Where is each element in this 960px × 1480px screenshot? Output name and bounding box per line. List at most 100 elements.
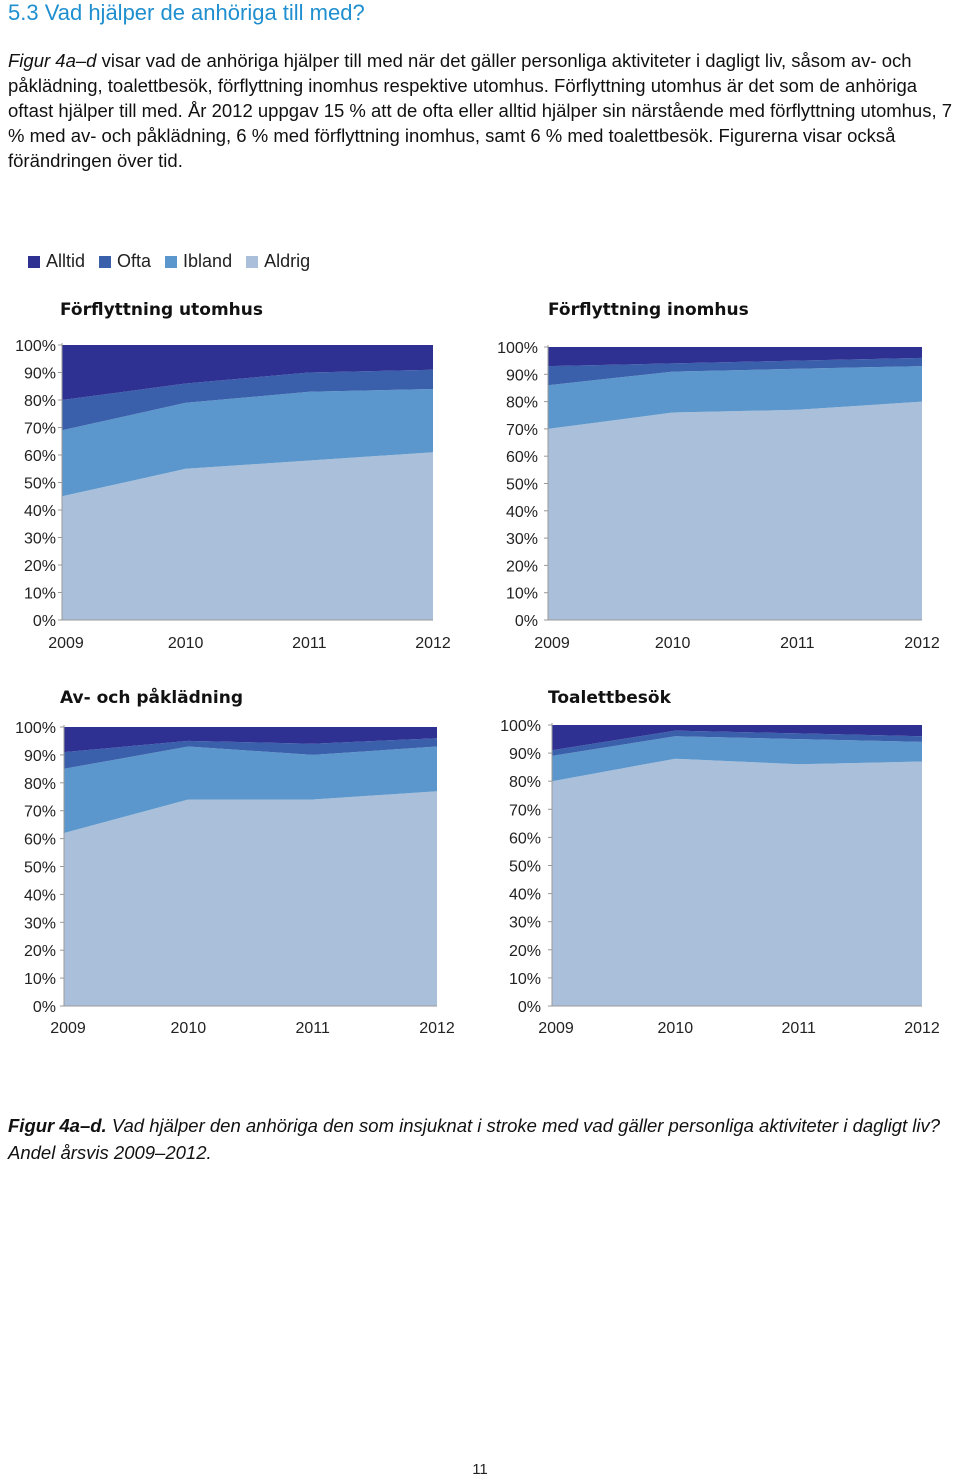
y-tick-label: 60% <box>24 448 56 465</box>
y-tick-label: 20% <box>506 558 538 575</box>
y-tick-label: 60% <box>24 832 56 849</box>
y-tick-label: 70% <box>24 421 56 438</box>
y-tick-label: 50% <box>509 859 541 876</box>
y-tick-label: 80% <box>24 776 56 793</box>
y-tick-label: 50% <box>506 477 538 494</box>
x-tick-label: 2012 <box>904 1020 940 1037</box>
y-tick-label: 0% <box>518 999 541 1016</box>
chart-toalettbesok: Toalettbesök 0% 10% 20% 30% 40% 50% 60% 70% 80% 90… <box>500 688 940 1037</box>
intro-text: visar vad de anhöriga hjälper till med n… <box>8 50 953 171</box>
intro-figure-reference: Figur 4a–d <box>8 50 97 71</box>
y-tick-label: 80% <box>509 774 541 791</box>
area-series-alltid <box>552 725 922 751</box>
legend-item-aldrig: Aldrig <box>246 251 310 272</box>
x-tick-label: 2009 <box>534 635 570 652</box>
x-tick-label: 2012 <box>415 635 451 652</box>
area-series-aldrig <box>64 791 437 1006</box>
y-tick-label: 80% <box>506 395 538 412</box>
legend-label-alltid: Alltid <box>46 251 86 271</box>
figure-caption: Figur 4a–d. Vad hjälper den anhöriga den… <box>8 1112 948 1166</box>
x-tick-label: 2010 <box>171 1020 207 1037</box>
x-tick-label: 2012 <box>904 635 940 652</box>
y-tick-label: 10% <box>509 971 541 988</box>
legend-swatch-aldrig <box>246 255 259 268</box>
y-tick-label: 90% <box>24 366 56 383</box>
legend-swatch-ofta <box>99 255 112 268</box>
intro-paragraph: Figur 4a–d visar vad de anhöriga hjälper… <box>8 48 953 173</box>
y-tick-label: 20% <box>24 558 56 575</box>
area-series-ibland <box>64 746 437 833</box>
area-series-ofta <box>548 357 922 386</box>
y-tick-label: 0% <box>33 999 56 1016</box>
y-tick-label: 50% <box>24 476 56 493</box>
area-series-ofta <box>552 730 922 756</box>
x-tick-label: 2012 <box>419 1020 455 1037</box>
y-tick-label: 0% <box>515 613 538 630</box>
page-number: 11 <box>472 1461 488 1478</box>
area-series-ofta <box>62 369 433 431</box>
legend-label-aldrig: Aldrig <box>264 251 311 271</box>
chart-av-och-pakladning: Av- och påklädning 0% 10% 20% 30% 40% 50% 60% 70… <box>15 686 455 1037</box>
y-tick-label: 50% <box>24 860 56 877</box>
y-tick-label: 30% <box>24 531 56 548</box>
x-tick-label: 2011 <box>780 635 815 652</box>
area-series-alltid <box>548 347 922 367</box>
y-tick-label: 70% <box>509 802 541 819</box>
y-tick-label: 70% <box>24 804 56 821</box>
chart-title: Förflyttning utomhus <box>60 300 263 320</box>
x-tick-label: 2011 <box>295 1020 330 1037</box>
y-tick-label: 90% <box>506 367 538 384</box>
y-tick-label: 100% <box>497 340 538 357</box>
y-tick-label: 100% <box>15 720 56 737</box>
area-series-ibland <box>552 736 922 782</box>
y-tick-label: 30% <box>506 531 538 548</box>
area-series-alltid <box>64 727 437 753</box>
y-tick-label: 10% <box>24 971 56 988</box>
y-tick-label: 10% <box>24 586 56 603</box>
legend-label-ofta: Ofta <box>117 251 152 271</box>
area-series-aldrig <box>552 758 922 1006</box>
y-tick-label: 40% <box>509 887 541 904</box>
y-tick-label: 40% <box>24 887 56 904</box>
y-tick-label: 60% <box>509 830 541 847</box>
y-tick-label: 90% <box>24 748 56 765</box>
area-series-aldrig <box>62 452 433 620</box>
y-tick-label: 100% <box>500 718 541 735</box>
area-series-ofta <box>64 738 437 769</box>
legend-swatch-ibland <box>165 255 178 268</box>
chart-title: Toalettbesök <box>548 688 672 708</box>
x-tick-label: 2009 <box>50 1020 86 1037</box>
x-tick-label: 2010 <box>655 635 691 652</box>
x-tick-label: 2009 <box>48 635 84 652</box>
x-tick-label: 2011 <box>781 1020 816 1037</box>
area-series-ibland <box>62 389 433 497</box>
chart-legend: Alltid Ofta Ibland Aldrig <box>28 251 310 272</box>
chart-forflyttning-inomhus: Förflyttning inomhus 0% 10% 20% 30% 40% 50% 60%… <box>497 300 940 652</box>
chart-title: Av- och påklädning <box>60 686 243 708</box>
y-tick-label: 10% <box>506 586 538 603</box>
legend-swatch-alltid <box>28 255 40 268</box>
caption-text: Vad hjälper den anhöriga den som insjukn… <box>8 1115 941 1163</box>
y-tick-label: 100% <box>15 338 56 355</box>
y-tick-label: 70% <box>506 422 538 439</box>
x-tick-label: 2010 <box>658 1020 694 1037</box>
y-tick-label: 30% <box>509 915 541 932</box>
caption-label: Figur 4a–d. <box>8 1115 107 1136</box>
y-tick-label: 20% <box>509 943 541 960</box>
x-tick-label: 2009 <box>538 1020 574 1037</box>
y-tick-label: 40% <box>506 504 538 521</box>
legend-label-ibland: Ibland <box>183 251 233 271</box>
y-tick-label: 60% <box>506 449 538 466</box>
y-tick-label: 40% <box>24 503 56 520</box>
area-series-alltid <box>62 345 433 400</box>
chart-title: Förflyttning inomhus <box>548 300 749 320</box>
y-tick-label: 30% <box>24 915 56 932</box>
chart-forflyttning-utomhus: Förflyttning utomhus 0% 10% 20% 30% 40% 50% 60%… <box>15 300 451 652</box>
y-tick-label: 80% <box>24 393 56 410</box>
legend-item-ofta: Ofta <box>99 251 151 272</box>
y-tick-label: 0% <box>33 613 56 630</box>
y-tick-label: 20% <box>24 943 56 960</box>
legend-item-alltid: Alltid <box>28 251 85 272</box>
x-tick-label: 2011 <box>292 635 327 652</box>
x-tick-label: 2010 <box>168 635 204 652</box>
